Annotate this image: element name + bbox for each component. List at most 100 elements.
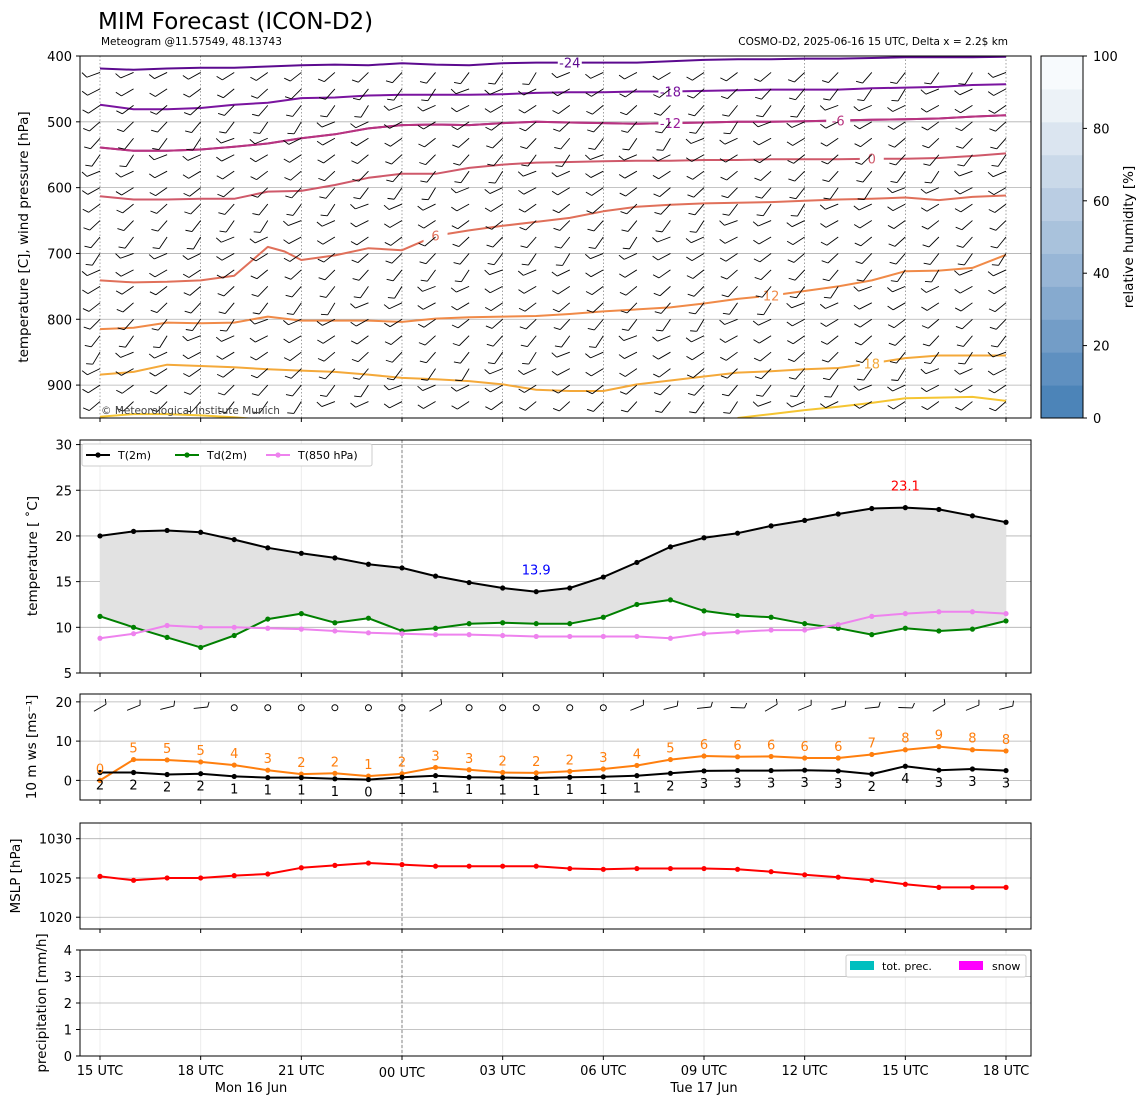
- barb-staff: [223, 369, 234, 378]
- barb-staff: [288, 221, 301, 226]
- barb-staff: [861, 336, 872, 345]
- mslp-point: [366, 860, 371, 865]
- barb-staff: [893, 105, 906, 111]
- wind-barb: [653, 347, 671, 361]
- td2m-point: [769, 615, 774, 620]
- barb-flag: [988, 370, 993, 377]
- barb-staff: [191, 204, 201, 214]
- barb-staff: [626, 286, 637, 295]
- wind-barb: [821, 232, 838, 247]
- wind-barb: [686, 248, 704, 262]
- x-tick-label: 21 UTC: [278, 1064, 324, 1079]
- barb-flag: [588, 146, 595, 152]
- barb-staff: [460, 352, 469, 363]
- wind-barb: [384, 215, 402, 229]
- barb-flag: [755, 375, 761, 381]
- mslp-point: [970, 885, 975, 890]
- y-tick-label: 600: [47, 182, 72, 197]
- barb-staff: [255, 319, 268, 324]
- barb-staff: [730, 303, 738, 314]
- barb-flag: [954, 170, 959, 177]
- barb-staff: [356, 221, 368, 227]
- y-tick-label: 15: [55, 576, 72, 591]
- wind-barb: [856, 249, 872, 265]
- barb-flag: [217, 174, 223, 181]
- barb-staff: [928, 319, 939, 328]
- td2m-point: [198, 645, 203, 650]
- barb-flag: [186, 327, 193, 333]
- barb-flag: [722, 392, 729, 398]
- barb-staff: [326, 188, 335, 199]
- wind-barb: [585, 166, 603, 179]
- wind-barb: [925, 267, 939, 285]
- barb-flag: [488, 360, 495, 366]
- barb-staff: [624, 253, 637, 259]
- barb-staff: [389, 105, 402, 110]
- barb-staff: [898, 89, 905, 101]
- barb-staff: [591, 171, 603, 177]
- barb-flag: [384, 303, 389, 310]
- wind-barb: [86, 250, 100, 268]
- wind-barb: [619, 67, 637, 80]
- wind-barb: [864, 702, 880, 709]
- wind-barb: [652, 231, 670, 243]
- wind-barb: [320, 283, 335, 300]
- barb-flag: [891, 377, 898, 383]
- mslp-point: [534, 864, 539, 869]
- barb-staff: [393, 171, 402, 182]
- wind-barb: [418, 134, 435, 149]
- wind-barb: [723, 299, 738, 316]
- wind-barb: [589, 332, 603, 350]
- barb-flag: [187, 246, 194, 252]
- barb-staff: [121, 270, 133, 276]
- t850-point: [869, 614, 874, 619]
- barb-staff: [192, 319, 200, 330]
- wind-barb: [554, 315, 570, 332]
- wind-barb: [619, 364, 636, 378]
- barb-flag: [553, 208, 559, 215]
- barb-staff: [429, 704, 441, 711]
- gust-label: 2: [532, 755, 540, 770]
- barb-staff: [459, 237, 469, 247]
- wind-barb: [822, 68, 838, 84]
- wind-barb: [958, 349, 972, 367]
- wind-barb: [117, 199, 134, 214]
- barb-flag: [619, 173, 625, 180]
- t2m-point: [299, 551, 304, 556]
- speed-label: 1: [499, 784, 507, 799]
- barb-staff: [594, 319, 603, 330]
- wind-barb: [216, 248, 234, 261]
- wind-barb: [787, 314, 805, 327]
- wind-barb: [921, 182, 939, 194]
- wind-barb: [589, 234, 604, 251]
- barb-staff: [322, 221, 335, 227]
- wind-barb: [689, 118, 704, 135]
- gust-point: [903, 747, 908, 752]
- barb-flag: [317, 221, 322, 228]
- t2m-point: [232, 537, 237, 542]
- barb-flag: [989, 127, 995, 133]
- x-tick-label: 00 UTC: [379, 1066, 425, 1081]
- barb-flag: [820, 123, 825, 130]
- wind-barb: [888, 314, 905, 329]
- wind-barb: [116, 380, 133, 395]
- barb-flag: [722, 293, 728, 299]
- barb-staff: [524, 369, 537, 375]
- wind-speed-point: [131, 770, 136, 775]
- wind-barb: [552, 265, 570, 278]
- barb-staff: [123, 122, 133, 132]
- t850-point: [769, 627, 774, 632]
- gust-point: [232, 762, 237, 767]
- wind-panel: 0102002525252413121211021313121212131415…: [24, 694, 1031, 804]
- wind-barb: [485, 397, 502, 412]
- barb-flag: [519, 406, 525, 413]
- wind-barb: [722, 102, 737, 119]
- barb-staff: [193, 138, 201, 150]
- gust-point: [869, 752, 874, 757]
- barb-flag: [856, 259, 862, 265]
- gust-point: [802, 755, 807, 760]
- barb-staff: [692, 72, 704, 80]
- barb-flag: [153, 344, 160, 350]
- wind-barb: [924, 69, 939, 86]
- barb-staff: [725, 319, 738, 324]
